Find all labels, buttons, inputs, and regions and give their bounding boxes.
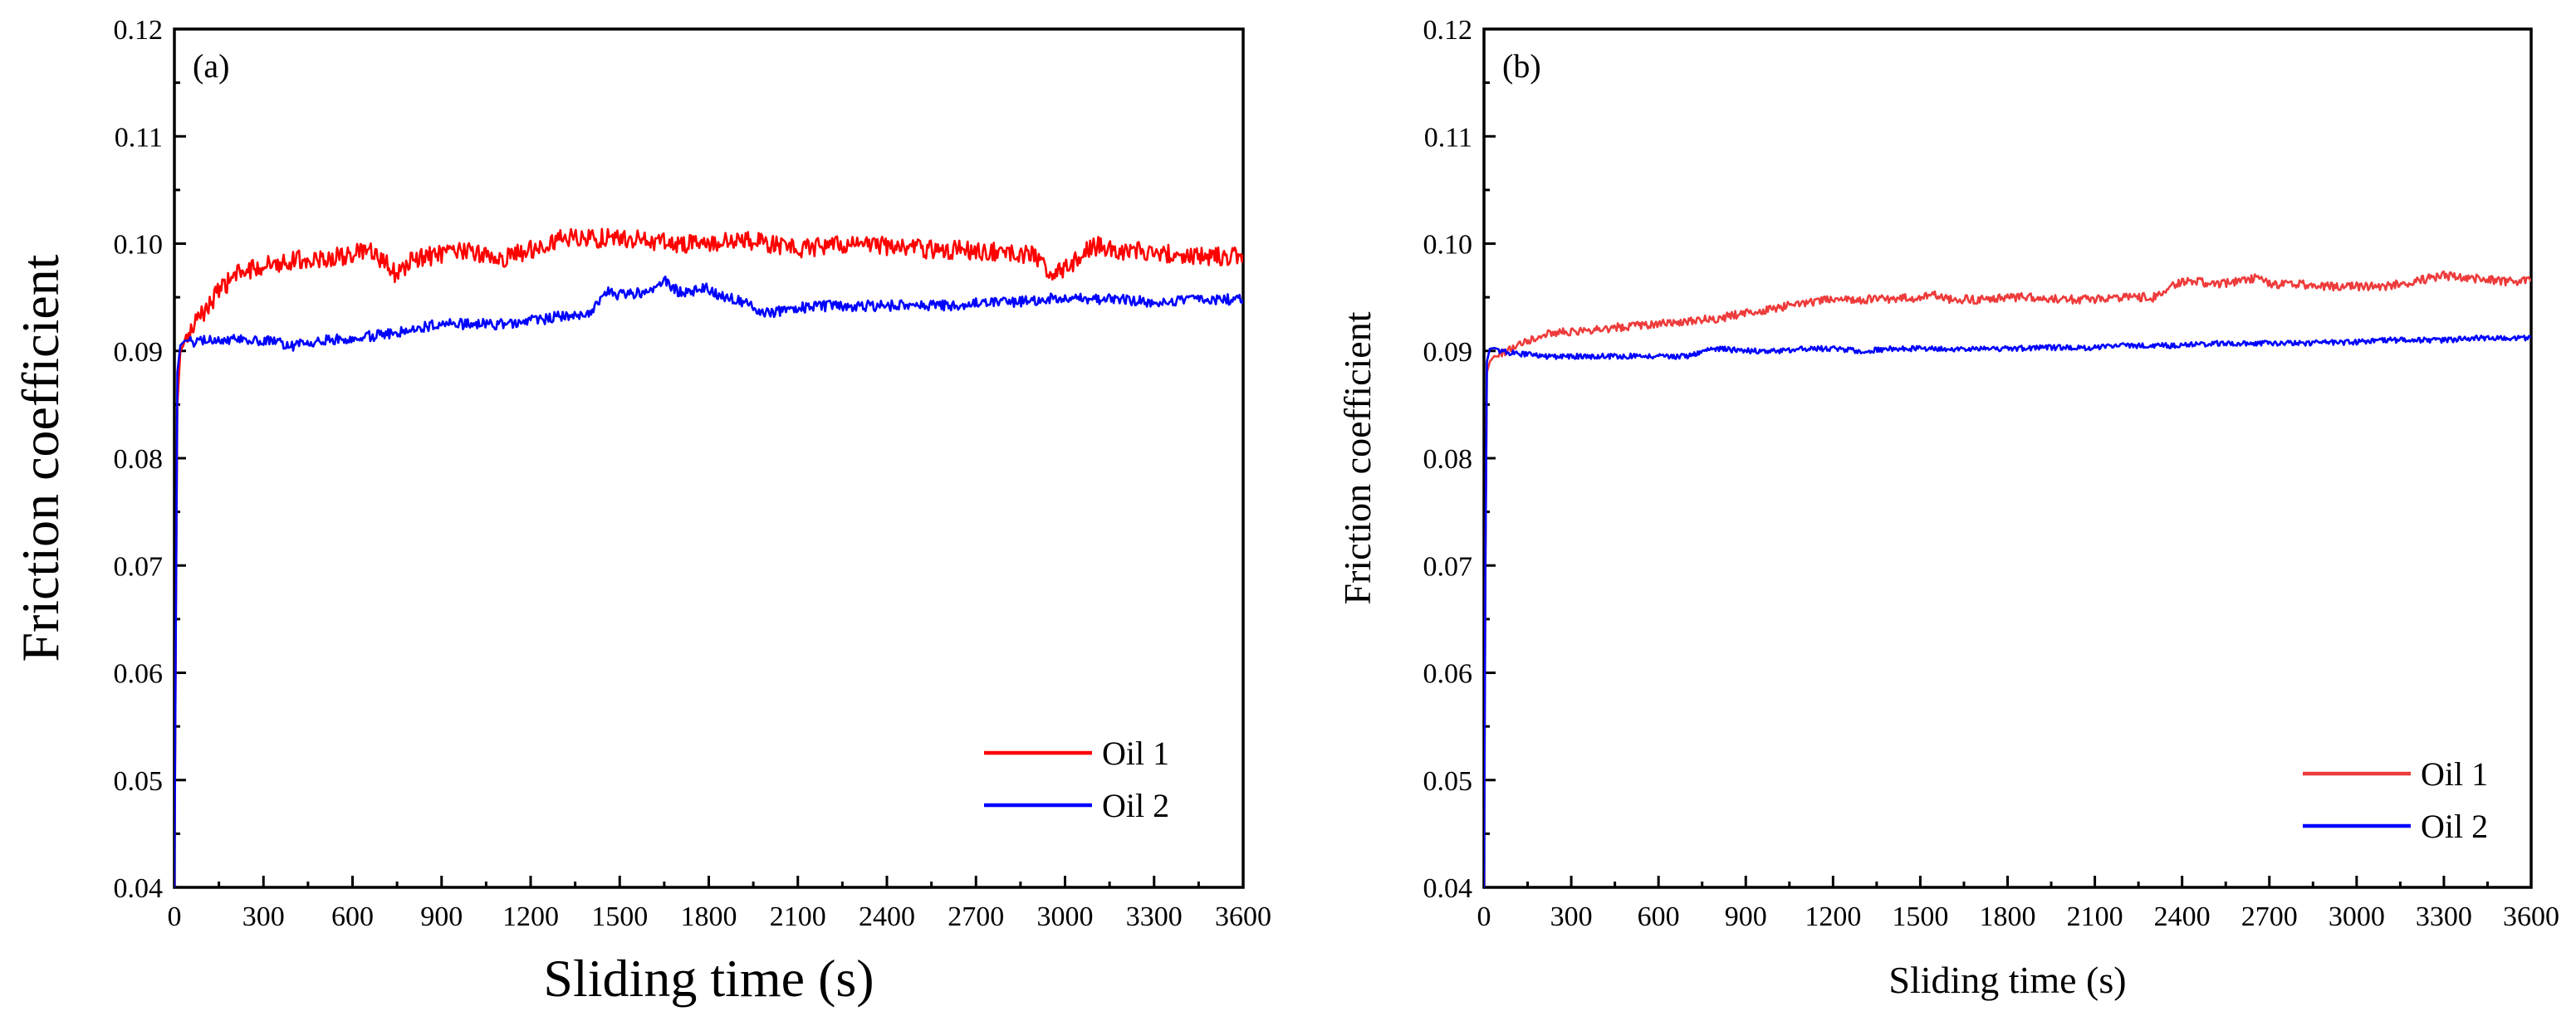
panel-b-x-tick-label: 0 (1477, 901, 1491, 932)
panel-a-y-tick-label: 0.11 (115, 122, 163, 153)
panel-a-x-tick-label: 1200 (502, 901, 559, 932)
panel-a-x-tick-label: 0 (168, 901, 182, 932)
panel-b-y-tick-label: 0.07 (1423, 551, 1473, 582)
chart-panel-a: 0 300 600 900 1200 1500 1800 2100 2400 2700 3000 33… (11, 15, 1271, 1008)
panel-b-y-tick-label: 0.11 (1424, 122, 1472, 153)
panel-a-x-tick-label: 600 (331, 901, 374, 932)
panel-b-legend-label-oil-2: Oil 2 (2421, 808, 2488, 845)
panel-a-x-tick-label: 2400 (859, 901, 915, 932)
panel-a-x-tick-label: 1500 (591, 901, 648, 932)
panel-b-x-tick-label: 2100 (2067, 901, 2123, 932)
panel-b-y-axis-title: Friction coefficient (1336, 311, 1379, 604)
panel-a-y-tick-label: 0.05 (114, 766, 164, 797)
panel-b-x-tick-label: 1200 (1805, 901, 1861, 932)
panel-a-legend-label-oil-2: Oil 2 (1102, 787, 1169, 824)
panel-b-x-tick-label: 900 (1725, 901, 1767, 932)
panel-b-x-tick-label: 3000 (2329, 901, 2385, 932)
panel-a-y-tick-label: 0.07 (114, 551, 164, 582)
panel-b-y-tick-label: 0.12 (1423, 15, 1473, 46)
chart-panel-b: 0 300 600 900 1200 1500 1800 2100 2400 2700 3000 33… (1336, 15, 2559, 1001)
panel-a-x-tick-label: 900 (420, 901, 463, 932)
panel-b-x-tick-label: 1500 (1892, 901, 1948, 932)
panel-b-legend-label-oil-1: Oil 1 (2421, 755, 2488, 793)
panel-b-series-oil-1-line (1484, 270, 2531, 887)
panel-b-x-tick-label: 1800 (1980, 901, 2036, 932)
panel-b-y-tick-label: 0.05 (1423, 766, 1473, 797)
panel-a-y-tick-label: 0.10 (114, 230, 164, 261)
panel-a-y-tick-label: 0.09 (114, 337, 164, 368)
panel-b-panel-label: (b) (1502, 47, 1541, 85)
panel-a-y-tick-label: 0.08 (114, 444, 164, 475)
panel-b-x-tick-label: 2400 (2154, 901, 2211, 932)
panel-b-x-tick-label: 2700 (2241, 901, 2298, 932)
panel-a-y-axis-title: Friction coefficient (11, 254, 70, 662)
panel-a-x-tick-label: 2700 (948, 901, 1004, 932)
panel-b-y-tick-label: 0.09 (1423, 337, 1473, 368)
panel-b-y-tick-label: 0.04 (1423, 873, 1473, 904)
panel-a-legend-label-oil-1: Oil 1 (1102, 735, 1169, 772)
panel-b-series-oil-2-line (1484, 335, 2531, 887)
panel-a-x-tick-label: 3600 (1215, 901, 1271, 932)
panel-a-x-axis-title: Sliding time (s) (543, 949, 874, 1008)
panel-b-x-tick-label: 300 (1550, 901, 1593, 932)
panel-b-x-axis-title: Sliding time (s) (1888, 959, 2126, 1001)
panel-a-x-tick-label: 3300 (1126, 901, 1183, 932)
panel-b-y-tick-label: 0.06 (1423, 659, 1473, 690)
panel-a-series-oil-2-line (174, 276, 1243, 887)
panel-a-x-tick-label: 2100 (770, 901, 826, 932)
panel-a-panel-label: (a) (193, 47, 229, 85)
panel-a-y-tick-label: 0.06 (114, 659, 164, 690)
panel-a-y-tick-label: 0.04 (114, 873, 164, 904)
panel-a-x-tick-label: 300 (242, 901, 285, 932)
panel-a-x-tick-label: 1800 (681, 901, 737, 932)
panel-b-y-tick-label: 0.10 (1423, 230, 1473, 261)
panel-b-y-tick-label: 0.08 (1423, 444, 1473, 475)
panel-b-x-tick-label: 600 (1638, 901, 1680, 932)
panel-b-x-tick-label: 3300 (2416, 901, 2472, 932)
panel-a-y-tick-label: 0.12 (114, 15, 164, 46)
panel-a-x-tick-label: 3000 (1037, 901, 1094, 932)
panel-a-series-oil-1-line (174, 227, 1243, 887)
panel-b-x-tick-label: 3600 (2503, 901, 2559, 932)
